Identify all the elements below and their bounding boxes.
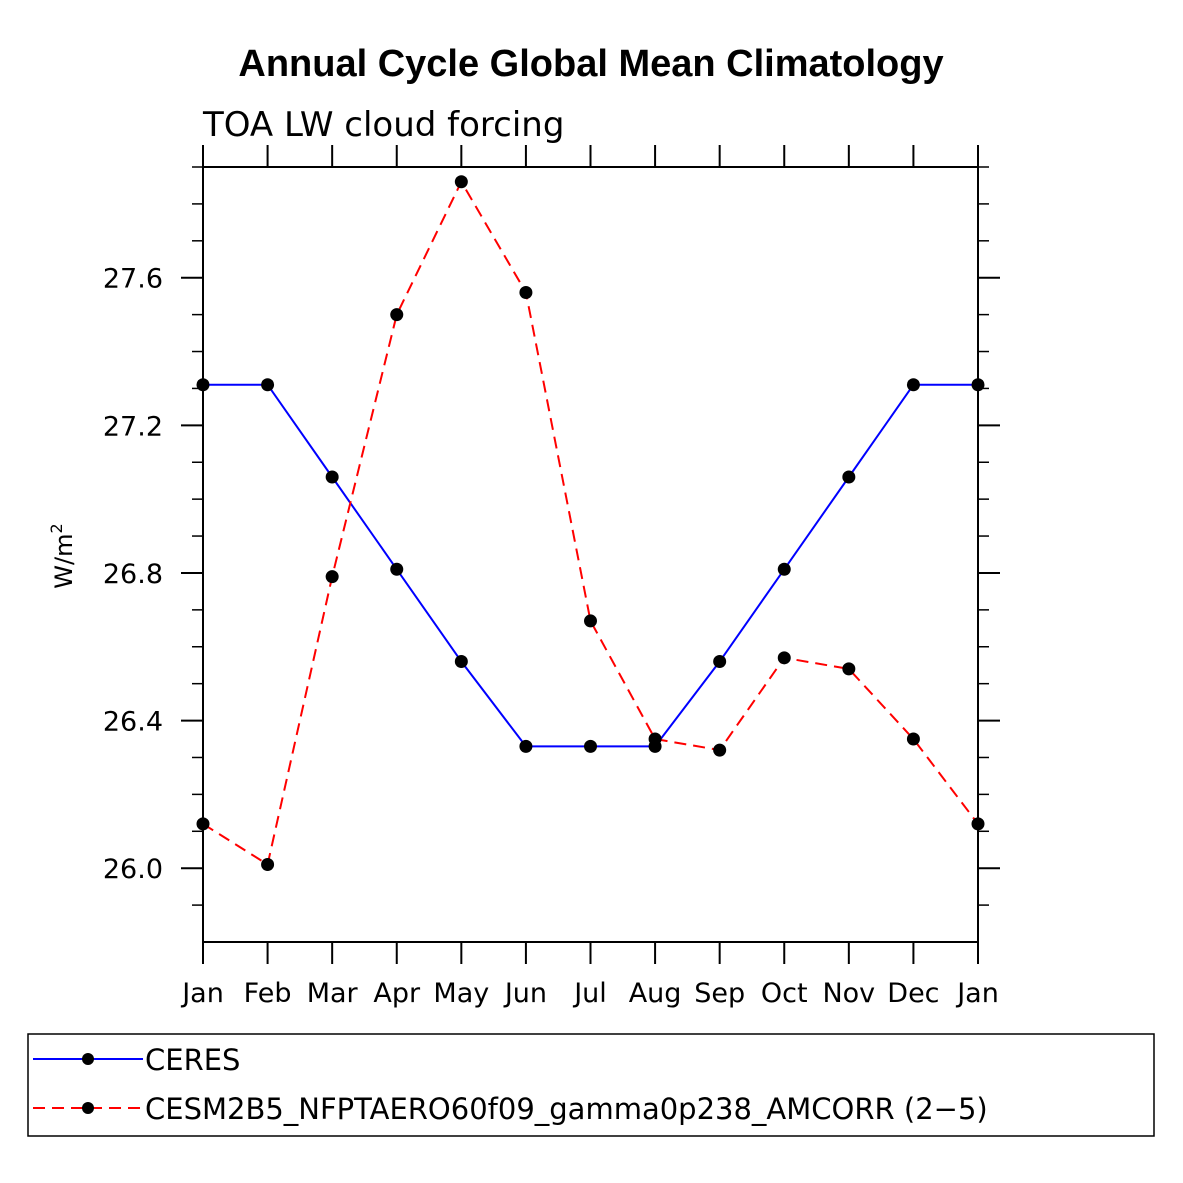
legend-item-model: CESM2B5_NFPTAERO60f09_gamma0p238_AMCORR … xyxy=(33,1092,988,1126)
legend-box xyxy=(27,1033,1155,1137)
series-1-point xyxy=(325,570,339,584)
series-1-point xyxy=(261,858,275,871)
x-tick-label: Jun xyxy=(503,978,547,1009)
x-tick-label: Nov xyxy=(822,978,875,1009)
series-1-point xyxy=(971,817,985,831)
series-0-point xyxy=(261,378,275,392)
series-1-point xyxy=(713,743,727,757)
legend-marker-model xyxy=(82,1102,94,1114)
y-tick-label: 26.8 xyxy=(103,559,163,590)
series-1-point xyxy=(390,308,404,322)
chart-subtitle: TOA LW cloud forcing xyxy=(202,105,564,145)
x-tick-label: Oct xyxy=(761,978,808,1009)
legend-label-ceres: CERES xyxy=(145,1043,240,1077)
legend-marker-ceres xyxy=(82,1053,94,1065)
x-tick-label: Feb xyxy=(244,978,292,1009)
y-axis-label-text: W/m xyxy=(50,533,78,588)
series-1-point xyxy=(842,662,856,676)
series-line-0 xyxy=(203,383,978,748)
legend-item-ceres: CERES xyxy=(33,1043,240,1077)
y-tick-label: 26.4 xyxy=(103,707,163,738)
series-0-point xyxy=(519,739,533,753)
y-tick-label: 27.2 xyxy=(103,411,163,442)
x-tick-label: Apr xyxy=(373,978,421,1009)
series-line-1 xyxy=(202,179,979,867)
series-1-point xyxy=(777,651,791,665)
y-axis-label: W/m2 xyxy=(47,523,78,588)
chart-title: Annual Cycle Global Mean Climatology xyxy=(238,43,943,85)
series-layer xyxy=(196,175,985,871)
x-tick-labels: Jan Feb Mar Apr May Jun Jul Aug Sep Oct Nov Dec Jan xyxy=(180,978,999,1009)
axis-ticks xyxy=(181,145,1000,964)
series-1-point xyxy=(906,732,920,746)
series-0-point xyxy=(971,378,985,392)
legend-label-model: CESM2B5_NFPTAERO60f09_gamma0p238_AMCORR … xyxy=(145,1092,988,1126)
x-tick-label: Dec xyxy=(887,978,939,1009)
series-0-point xyxy=(325,470,339,484)
y-tick-labels: 26.0 26.4 26.8 27.2 27.6 xyxy=(103,264,163,885)
series-1-point xyxy=(454,175,468,189)
series-1-point xyxy=(519,285,533,299)
x-tick-label: Jul xyxy=(572,978,607,1009)
series-1-point xyxy=(584,614,597,628)
series-0-point xyxy=(906,378,920,392)
x-tick-label: Aug xyxy=(629,978,682,1009)
plot-frame xyxy=(202,166,979,943)
x-tick-label: Jan xyxy=(955,978,999,1009)
series-0-point xyxy=(713,655,727,669)
series-0-point xyxy=(454,655,468,669)
x-tick-label: Mar xyxy=(307,978,359,1009)
series-0-point xyxy=(390,562,404,576)
y-tick-label: 27.6 xyxy=(103,264,163,295)
x-tick-label: May xyxy=(433,978,489,1009)
x-tick-label: Sep xyxy=(694,978,745,1009)
y-axis-label-superscript: 2 xyxy=(47,523,66,533)
series-0-point xyxy=(584,739,597,753)
series-1-point xyxy=(648,732,662,746)
series-0-point xyxy=(777,562,791,576)
series-0-point xyxy=(842,470,856,484)
series-0-point xyxy=(196,378,210,392)
series-1-point xyxy=(196,817,210,831)
x-tick-label: Jan xyxy=(180,978,224,1009)
y-tick-label: 26.0 xyxy=(103,854,163,885)
